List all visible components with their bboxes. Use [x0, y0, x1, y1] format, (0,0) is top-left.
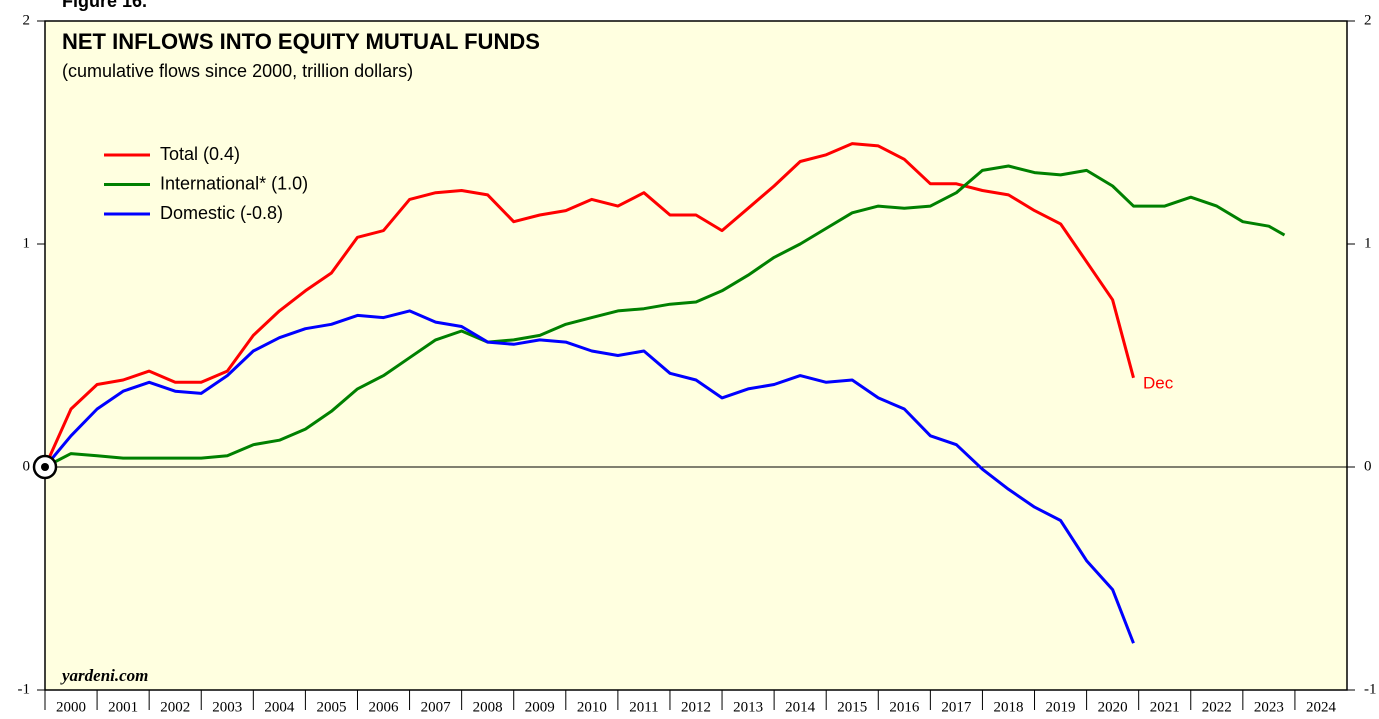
series-line — [43, 309, 1135, 644]
annotation: Dec — [1143, 373, 1174, 392]
series-line — [43, 142, 1135, 468]
y-tick-label: 0 — [23, 458, 31, 474]
series-line — [44, 164, 1286, 469]
y2-tick-label: 0 — [1364, 458, 1372, 474]
x-tick-label: 2010 — [577, 699, 607, 715]
x-tick-label: 2005 — [316, 699, 346, 715]
x-tick-label: 2018 — [993, 699, 1023, 715]
y2-tick-label: 1 — [1364, 235, 1372, 251]
x-tick-label: 2013 — [733, 699, 763, 715]
x-tick-label: 2016 — [889, 699, 920, 715]
legend-label: Total (0.4) — [160, 144, 240, 164]
x-tick-label: 2021 — [1150, 699, 1180, 715]
y-tick-label: 1 — [23, 235, 31, 251]
y-tick-label: -1 — [18, 681, 31, 697]
x-tick-label: 2011 — [629, 699, 658, 715]
x-tick-label: 2007 — [421, 699, 452, 715]
x-tick-label: 2022 — [1202, 699, 1232, 715]
y-tick-label: 2 — [23, 12, 31, 28]
origin-dot — [41, 463, 49, 471]
x-tick-label: 2019 — [1046, 699, 1076, 715]
x-tick-label: 2015 — [837, 699, 867, 715]
x-tick-label: 2017 — [941, 699, 972, 715]
legend-label: International* (1.0) — [160, 173, 308, 193]
chart-title: NET INFLOWS INTO EQUITY MUTUAL FUNDS — [62, 29, 540, 54]
y2-tick-label: -1 — [1364, 681, 1377, 697]
x-tick-label: 2009 — [525, 699, 555, 715]
x-tick-label: 2023 — [1254, 699, 1284, 715]
source: yardeni.com — [60, 666, 148, 685]
plot-area — [44, 20, 1348, 691]
chart-subtitle: (cumulative flows since 2000, trillion d… — [62, 61, 413, 81]
x-tick-label: 2001 — [108, 699, 138, 715]
x-tick-label: 2000 — [56, 699, 86, 715]
x-tick-label: 2014 — [785, 699, 816, 715]
x-tick-label: 2006 — [369, 699, 400, 715]
figure-label: Figure 16. — [62, 0, 147, 11]
x-tick-label: 2008 — [473, 699, 503, 715]
x-tick-label: 2012 — [681, 699, 711, 715]
x-tick-label: 2004 — [264, 699, 295, 715]
y2-tick-label: 2 — [1364, 12, 1372, 28]
x-tick-label: 2003 — [212, 699, 242, 715]
x-tick-label: 2020 — [1098, 699, 1128, 715]
legend-label: Domestic (-0.8) — [160, 203, 283, 223]
x-tick-label: 2024 — [1306, 699, 1337, 715]
x-tick-label: 2002 — [160, 699, 190, 715]
